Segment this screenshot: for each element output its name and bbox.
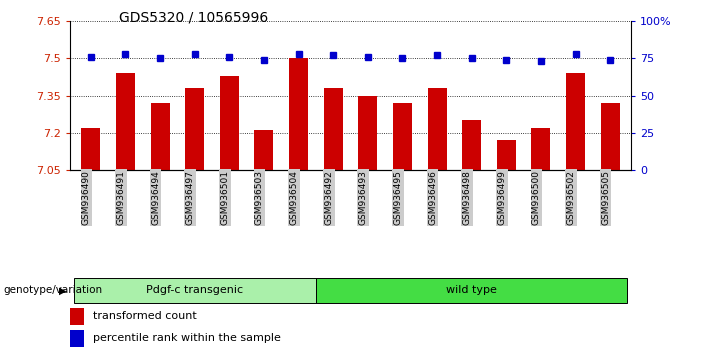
Bar [324, 88, 343, 170]
Bar [74, 278, 316, 303]
Text: GSM936496: GSM936496 [428, 170, 437, 225]
Bar [116, 73, 135, 170]
Text: transformed count: transformed count [93, 312, 196, 321]
Bar [462, 120, 481, 170]
Text: GSM936490: GSM936490 [82, 170, 91, 225]
Bar [497, 140, 516, 170]
Bar [428, 88, 447, 170]
Text: ▶: ▶ [59, 285, 67, 295]
Text: GSM936501: GSM936501 [220, 170, 229, 225]
Bar [358, 96, 377, 170]
Text: GSM936500: GSM936500 [532, 170, 541, 225]
Text: GSM936494: GSM936494 [151, 170, 160, 225]
Bar [185, 88, 204, 170]
Text: GSM936504: GSM936504 [290, 170, 299, 225]
Text: wild type: wild type [447, 285, 497, 295]
Text: GSM936493: GSM936493 [359, 170, 368, 225]
Bar [393, 103, 412, 170]
Bar [81, 128, 100, 170]
Bar [289, 58, 308, 170]
Text: GSM936505: GSM936505 [601, 170, 610, 225]
Text: GSM936495: GSM936495 [393, 170, 402, 225]
Bar [220, 76, 239, 170]
Text: GDS5320 / 10565996: GDS5320 / 10565996 [119, 11, 268, 25]
Bar [531, 128, 550, 170]
Text: percentile rank within the sample: percentile rank within the sample [93, 333, 280, 343]
Text: GSM936499: GSM936499 [497, 170, 506, 225]
Text: GSM936503: GSM936503 [255, 170, 264, 225]
Text: GSM936492: GSM936492 [324, 170, 333, 225]
Text: GSM936498: GSM936498 [463, 170, 472, 225]
Bar [601, 103, 620, 170]
Text: Pdgf-c transgenic: Pdgf-c transgenic [147, 285, 243, 295]
Text: GSM936497: GSM936497 [186, 170, 195, 225]
Text: GSM936502: GSM936502 [566, 170, 576, 225]
Bar [254, 130, 273, 170]
Bar [151, 103, 170, 170]
Bar [70, 330, 84, 347]
Text: genotype/variation: genotype/variation [4, 285, 102, 295]
Bar [316, 278, 627, 303]
Bar [566, 73, 585, 170]
Bar [70, 308, 84, 325]
Text: GSM936491: GSM936491 [116, 170, 125, 225]
